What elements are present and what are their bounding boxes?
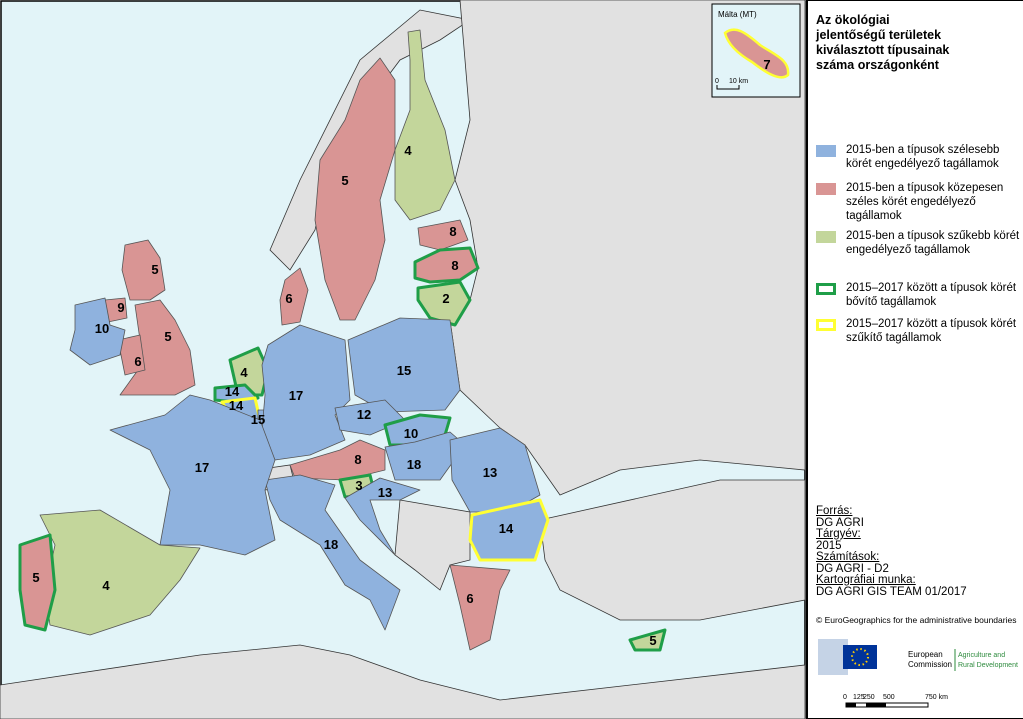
region bbox=[449, 564, 511, 651]
region-value: 17 bbox=[289, 388, 303, 403]
region-value: 9 bbox=[117, 300, 124, 315]
scalebar-label: 500 bbox=[883, 694, 895, 701]
region bbox=[18, 533, 57, 632]
region bbox=[394, 29, 456, 221]
region-value: 5 bbox=[649, 633, 656, 648]
region-value: 14 bbox=[225, 384, 240, 399]
sources: Forrás: DG AGRI Tárgyév: 2015 Számítások: DG … bbox=[816, 505, 967, 598]
region bbox=[468, 498, 550, 562]
region-value: 8 bbox=[451, 258, 458, 273]
region bbox=[413, 246, 480, 284]
region-value: 14 bbox=[499, 521, 514, 536]
legend-swatch bbox=[816, 183, 836, 195]
inset: Málta (MT) 7 0 10 km bbox=[711, 3, 801, 98]
region bbox=[347, 317, 461, 413]
region bbox=[628, 628, 667, 652]
region bbox=[109, 394, 276, 556]
region-value: 15 bbox=[251, 412, 265, 427]
logo-text: Commission bbox=[908, 660, 952, 669]
source-heading: Kartográfiai munka: bbox=[816, 574, 916, 586]
scalebar-label: 250 bbox=[863, 694, 875, 701]
legend-label: 2015-ben a típusok közepesen széles köré… bbox=[846, 182, 1004, 222]
region-value: 12 bbox=[357, 407, 371, 422]
region-value: 18 bbox=[324, 537, 338, 552]
malta-value: 7 bbox=[763, 57, 770, 72]
region bbox=[417, 219, 469, 251]
legend-swatch bbox=[816, 145, 836, 157]
region-value: 18 bbox=[407, 457, 421, 472]
region bbox=[69, 297, 126, 366]
region bbox=[344, 477, 421, 556]
region-value: 13 bbox=[483, 465, 497, 480]
legend-label: 2015–2017 között a típusok körét bővítő … bbox=[846, 282, 1017, 308]
region bbox=[121, 239, 166, 301]
inset-scale bbox=[716, 85, 740, 90]
inset-scale-label: 0 bbox=[715, 78, 719, 85]
source-heading: Forrás: bbox=[816, 505, 853, 517]
scalebar bbox=[845, 702, 929, 708]
region-value: 6 bbox=[134, 354, 141, 369]
eu-stars bbox=[851, 648, 869, 666]
map-title: Az ökológiai jelentőségű területek kivál… bbox=[816, 13, 950, 72]
region-value: 3 bbox=[355, 478, 362, 493]
region bbox=[416, 280, 472, 327]
legend-swatch bbox=[816, 283, 836, 295]
region-value: 10 bbox=[404, 426, 418, 441]
logo-and-scale: European Commission Agriculture and Rura… bbox=[818, 639, 1018, 708]
legend-swatch bbox=[816, 231, 836, 243]
logo-text: European bbox=[908, 650, 943, 659]
source-text: DG AGRI GIS TEAM 01/2017 bbox=[816, 585, 967, 598]
region-value: 14 bbox=[229, 398, 244, 413]
scalebar-segment bbox=[866, 703, 886, 707]
side-panel: Az ökológiai jelentőségű területek kivál… bbox=[806, 0, 1023, 719]
eu-flag bbox=[843, 645, 877, 669]
legend-label: 2015-ben a típusok szélesebb körét enged… bbox=[846, 144, 1000, 170]
malta bbox=[723, 28, 790, 79]
region bbox=[261, 324, 351, 461]
region-value: 13 bbox=[378, 485, 392, 500]
scalebar-label: 750 km bbox=[925, 694, 948, 701]
region-value: 6 bbox=[466, 591, 473, 606]
inset-title: Málta (MT) bbox=[718, 10, 757, 19]
legend-label: 2015–2017 között a típusok körét szűkítő… bbox=[846, 318, 1017, 344]
source-heading: Számítások: bbox=[816, 551, 880, 563]
source-text: DG AGRI - D2 bbox=[816, 562, 889, 575]
region-value: 15 bbox=[397, 363, 411, 378]
inset-scale-label: 10 km bbox=[729, 78, 748, 85]
region-value: 5 bbox=[151, 262, 158, 277]
source-heading: Tárgyév: bbox=[816, 528, 861, 540]
region-value: 5 bbox=[32, 570, 39, 585]
region bbox=[264, 474, 401, 631]
region-value: 17 bbox=[195, 460, 209, 475]
region bbox=[314, 57, 396, 321]
region-value: 8 bbox=[449, 224, 456, 239]
region bbox=[117, 334, 146, 376]
source-text: DG AGRI bbox=[816, 516, 864, 529]
logo-dg: Agriculture and bbox=[958, 652, 1005, 659]
region bbox=[279, 267, 309, 326]
scalebar-label: 0 bbox=[843, 694, 847, 701]
region-value: 4 bbox=[240, 365, 248, 380]
logo-dg: Rural Development bbox=[958, 662, 1018, 669]
scalebar-label: 125 bbox=[853, 694, 865, 701]
region-value: 5 bbox=[341, 173, 348, 188]
region-value: 8 bbox=[354, 452, 361, 467]
scalebar-segment bbox=[846, 703, 856, 707]
region-value: 10 bbox=[95, 321, 109, 336]
region-value: 6 bbox=[285, 291, 292, 306]
region-value: 4 bbox=[102, 578, 110, 593]
region-value: 4 bbox=[404, 143, 412, 158]
region-value: 2 bbox=[442, 291, 449, 306]
copyright: © EuroGeographics for the administrative… bbox=[816, 615, 1017, 625]
legend-swatch bbox=[816, 319, 836, 331]
source-text: 2015 bbox=[816, 539, 842, 552]
legend-label: 2015-ben a típusok szűkebb körét engedél… bbox=[846, 230, 1020, 256]
region-value: 5 bbox=[164, 329, 171, 344]
